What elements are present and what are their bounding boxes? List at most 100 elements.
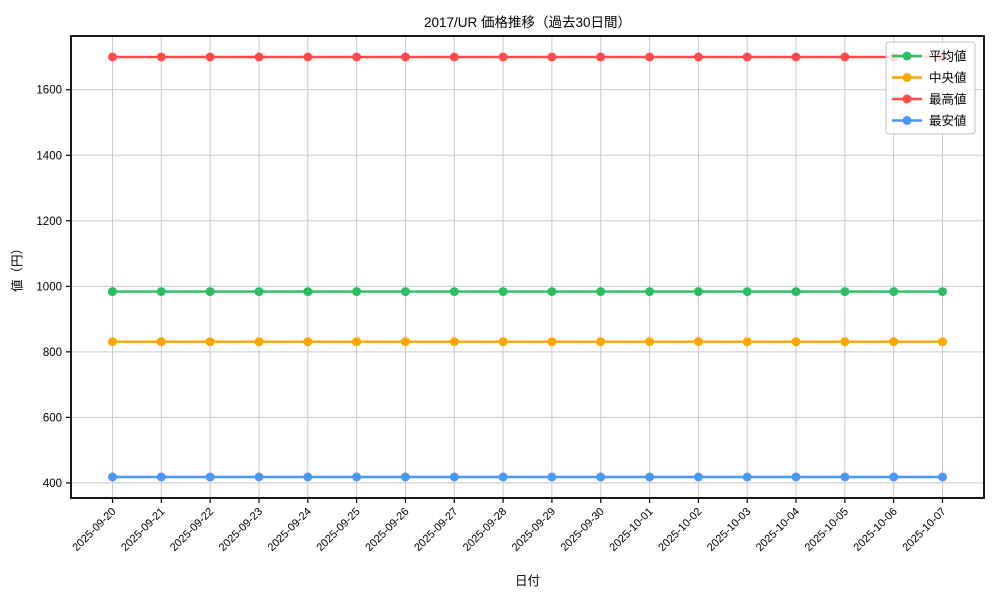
x-tick-label: 2025-09-25 [314,506,362,554]
data-point [254,472,264,482]
data-point [449,337,459,347]
legend-item-3: 最安値 [892,113,967,128]
axes-border [70,35,985,499]
y-tick-label: 600 [43,412,62,424]
x-tick-label: 2025-09-28 [461,506,509,554]
x-axis-label: 日付 [514,574,540,588]
data-point [596,337,606,347]
data-point [449,52,459,62]
data-point [498,337,508,347]
data-point [938,472,947,482]
x-tick-label: 2025-09-27 [412,506,460,554]
data-point [791,287,801,297]
y-tick-label: 1600 [36,85,62,97]
data-point [205,472,215,482]
data-point [205,287,215,297]
data-point [400,472,410,482]
data-point [254,52,264,62]
data-point [742,472,752,482]
data-point [254,287,264,297]
data-point [352,52,362,62]
x-tick-label: 2025-09-20 [70,506,118,554]
data-point [840,337,850,347]
data-point [889,337,899,347]
data-point [645,472,655,482]
data-point [156,472,166,482]
x-tick-label: 2025-09-21 [119,506,167,554]
gridlines [71,36,984,498]
data-point [547,287,557,297]
data-point [498,287,508,297]
data-point [400,287,410,297]
data-point [303,52,313,62]
legend-item-2: 最高値 [892,92,967,107]
legend-label: 最安値 [929,113,967,128]
series-0 [108,287,947,297]
data-point [596,52,606,62]
data-point [791,52,801,62]
data-point [108,287,117,297]
data-point [352,337,362,347]
y-tick-label: 1200 [36,216,62,228]
legend-marker [902,51,912,61]
x-tick-label: 2025-10-03 [705,506,753,554]
data-point [742,52,752,62]
legend-item-1: 中央値 [892,70,967,85]
legend-label: 平均値 [929,49,967,64]
legend-marker [902,116,912,125]
data-point [352,472,362,482]
y-tick-label: 1000 [36,281,62,293]
legend-label: 最高値 [929,92,967,107]
data-point [938,287,947,297]
data-point [352,287,362,297]
data-point [108,472,117,482]
x-tick-label: 2025-09-24 [266,506,314,554]
x-tick-label: 2025-09-26 [363,506,411,554]
series-1 [108,337,947,347]
data-point [596,287,606,297]
data-point [108,52,117,62]
data-point [498,472,508,482]
x-tick-label: 2025-10-07 [900,506,948,554]
x-tick-label: 2025-10-06 [852,506,900,554]
y-tick-label: 800 [43,347,62,359]
data-point [449,472,459,482]
data-point [254,337,264,347]
data-point [547,337,557,347]
data-point [449,287,459,297]
data-point [693,52,703,62]
data-point [156,337,166,347]
data-point [889,472,899,482]
data-point [156,52,166,62]
legend-item-0: 平均値 [892,49,967,64]
data-point [645,287,655,297]
data-point [840,52,850,62]
data-point [645,52,655,62]
data-point [108,337,117,347]
x-tick-label: 2025-09-22 [168,506,216,554]
x-tick-label: 2025-09-30 [559,506,607,554]
data-point [303,472,313,482]
data-point [889,287,899,297]
data-point [791,472,801,482]
data-point [840,287,850,297]
data-point [303,337,313,347]
legend-marker [902,94,912,104]
series-2 [108,52,947,62]
chart-title: 2017/UR 価格推移（過去30日間） [423,15,632,30]
x-tick-label: 2025-10-05 [803,506,851,554]
data-point [645,337,655,347]
data-point [156,287,166,297]
data-point [400,52,410,62]
data-point [693,472,703,482]
legend-label: 中央値 [929,70,967,85]
data-point [498,52,508,62]
x-tick-label: 2025-10-02 [656,506,704,554]
data-point [400,337,410,347]
data-point [742,287,752,297]
x-tick-label: 2025-10-01 [607,506,655,554]
data-point [205,337,215,347]
data-point [205,52,215,62]
data-point [596,472,606,482]
